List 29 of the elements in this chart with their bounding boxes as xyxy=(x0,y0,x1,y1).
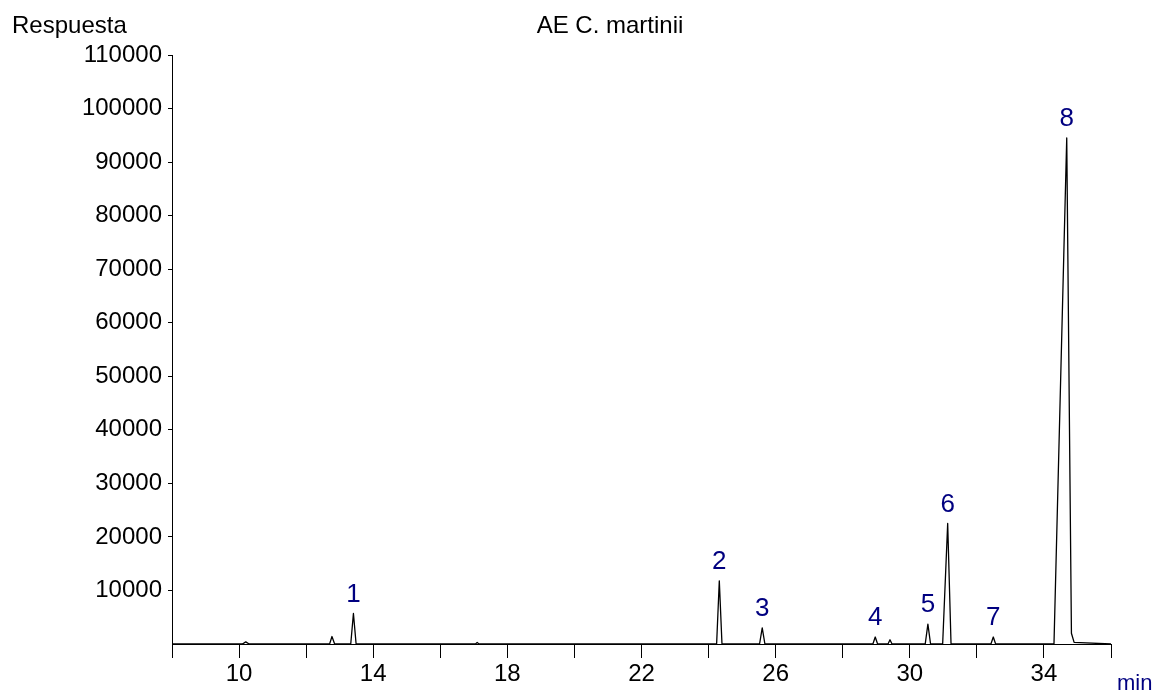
x-tick-label: 34 xyxy=(1030,659,1058,687)
y-tick-label: 90000 xyxy=(95,146,162,174)
y-tick-label: 100000 xyxy=(81,93,162,121)
annotation: 8 xyxy=(1059,102,1074,133)
x-tick-label: 14 xyxy=(359,659,387,687)
annotation: 2 xyxy=(712,544,727,575)
annotation: 7 xyxy=(986,601,1001,632)
annotation: 3 xyxy=(754,592,770,623)
annotation: 5 xyxy=(920,588,936,619)
x-tick-label: 26 xyxy=(762,659,789,687)
annotation: 1 xyxy=(346,577,361,608)
y-tick-label: 60000 xyxy=(95,307,162,335)
y-tick-label: 30000 xyxy=(95,467,162,495)
y-tick-label: 20000 xyxy=(95,521,162,549)
x-tick-label: 30 xyxy=(896,659,924,687)
annotation: 4 xyxy=(868,601,883,632)
y-tick-label: 110000 xyxy=(83,39,162,67)
y-tick-label: 70000 xyxy=(95,253,162,281)
x-axis-title: min xyxy=(1117,670,1153,696)
y-axis-title: Respuesta xyxy=(12,10,128,38)
x-tick-label: 10 xyxy=(225,659,253,687)
x-tick-label: 22 xyxy=(628,659,655,687)
y-tick-label: 50000 xyxy=(95,360,162,388)
annotation: 6 xyxy=(940,487,955,518)
y-tick-label: 40000 xyxy=(95,414,162,442)
chart-title: AE C. martinii xyxy=(536,10,684,38)
y-tick-label: 80000 xyxy=(95,200,162,228)
y-tick-label: 10000 xyxy=(95,575,162,603)
x-tick-label: 18 xyxy=(494,659,521,687)
